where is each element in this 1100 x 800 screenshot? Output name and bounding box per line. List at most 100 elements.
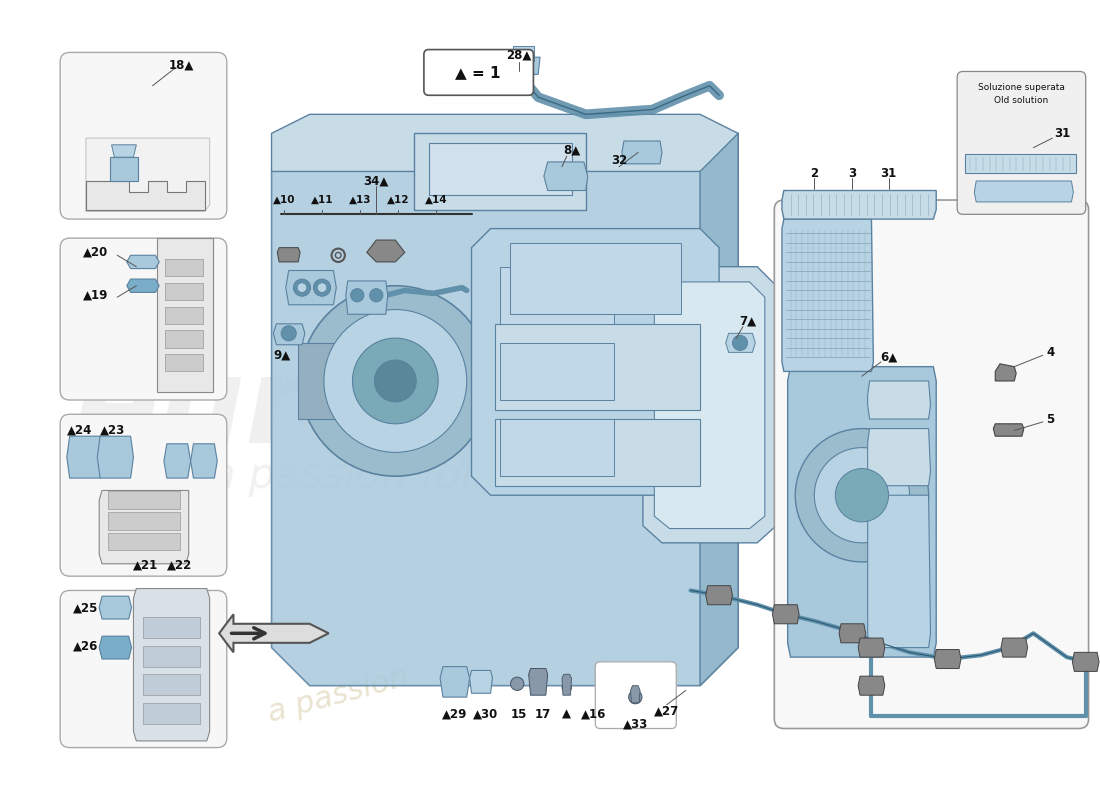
Polygon shape [133,589,210,741]
Polygon shape [470,670,493,694]
Circle shape [282,326,296,341]
Circle shape [297,283,307,292]
Text: ▲12: ▲12 [387,195,409,205]
Polygon shape [1072,652,1099,671]
Polygon shape [99,596,132,619]
Polygon shape [706,586,733,605]
Polygon shape [126,279,160,292]
Polygon shape [165,330,204,348]
Polygon shape [429,143,572,195]
Polygon shape [126,255,160,269]
Text: eurospares: eurospares [76,351,848,468]
FancyBboxPatch shape [424,50,534,95]
Polygon shape [868,429,931,486]
Circle shape [510,677,524,690]
Polygon shape [868,495,931,647]
Text: ▲: ▲ [562,708,571,721]
Polygon shape [165,354,204,371]
Polygon shape [143,646,200,666]
Polygon shape [642,266,777,543]
Polygon shape [286,270,337,305]
Polygon shape [97,436,133,478]
FancyBboxPatch shape [60,590,227,747]
Text: 32: 32 [610,154,627,166]
Polygon shape [99,490,189,564]
Text: ▲24: ▲24 [66,424,92,437]
Polygon shape [99,636,132,659]
Polygon shape [772,605,799,624]
Text: ▲29: ▲29 [442,708,468,721]
Polygon shape [165,259,204,276]
Circle shape [317,283,327,292]
Polygon shape [996,364,1016,381]
Text: 15: 15 [510,708,527,721]
Text: ▲16: ▲16 [581,708,606,721]
Text: ▲30: ▲30 [473,708,498,721]
Circle shape [374,360,416,402]
Polygon shape [108,534,180,550]
Circle shape [370,289,383,302]
Circle shape [352,338,438,424]
Text: ▲20: ▲20 [82,246,108,259]
Polygon shape [514,46,535,61]
Text: ▲11: ▲11 [311,195,333,205]
Circle shape [814,448,910,543]
Polygon shape [110,157,139,181]
Polygon shape [495,324,700,410]
FancyBboxPatch shape [60,53,227,219]
Circle shape [351,289,364,302]
Circle shape [733,335,748,350]
Circle shape [835,469,889,522]
Polygon shape [345,281,387,314]
Circle shape [294,279,310,296]
Polygon shape [858,638,884,657]
FancyBboxPatch shape [957,71,1086,214]
Text: ▲26: ▲26 [74,639,99,652]
Polygon shape [219,614,329,652]
Text: ▲25: ▲25 [74,601,99,614]
Polygon shape [700,134,738,686]
FancyBboxPatch shape [60,238,227,400]
Circle shape [314,279,331,296]
Polygon shape [495,419,700,486]
Polygon shape [111,145,136,157]
Polygon shape [529,669,548,695]
Polygon shape [86,181,205,210]
Text: 28▲: 28▲ [506,49,531,62]
Polygon shape [654,282,764,529]
Text: ▲14: ▲14 [425,195,448,205]
Text: ▲22: ▲22 [166,558,191,571]
Text: 31: 31 [880,167,896,180]
Polygon shape [839,624,866,643]
Polygon shape [108,512,180,530]
Polygon shape [67,436,103,478]
Text: ▲13: ▲13 [349,195,372,205]
Text: ▲ = 1: ▲ = 1 [455,65,500,80]
Polygon shape [298,343,348,419]
Polygon shape [965,154,1076,174]
Polygon shape [86,138,210,211]
Polygon shape [993,424,1024,436]
Polygon shape [868,381,931,419]
Polygon shape [440,666,470,697]
Polygon shape [274,324,305,345]
FancyBboxPatch shape [774,200,1089,729]
Polygon shape [366,240,405,262]
Text: Old solution: Old solution [993,97,1048,106]
Polygon shape [143,703,200,724]
FancyBboxPatch shape [60,414,227,576]
Polygon shape [934,650,961,669]
Text: 18▲: 18▲ [168,58,194,71]
Text: 31: 31 [1054,127,1070,140]
Polygon shape [1001,638,1027,657]
Polygon shape [543,162,587,190]
Text: ▲21: ▲21 [133,558,158,571]
Polygon shape [277,248,300,262]
Polygon shape [472,229,719,495]
Polygon shape [508,57,540,74]
Polygon shape [272,134,738,686]
Text: ▲19: ▲19 [82,289,108,302]
Polygon shape [509,243,681,314]
Text: 17: 17 [535,708,551,721]
Text: ▲10: ▲10 [273,195,295,205]
